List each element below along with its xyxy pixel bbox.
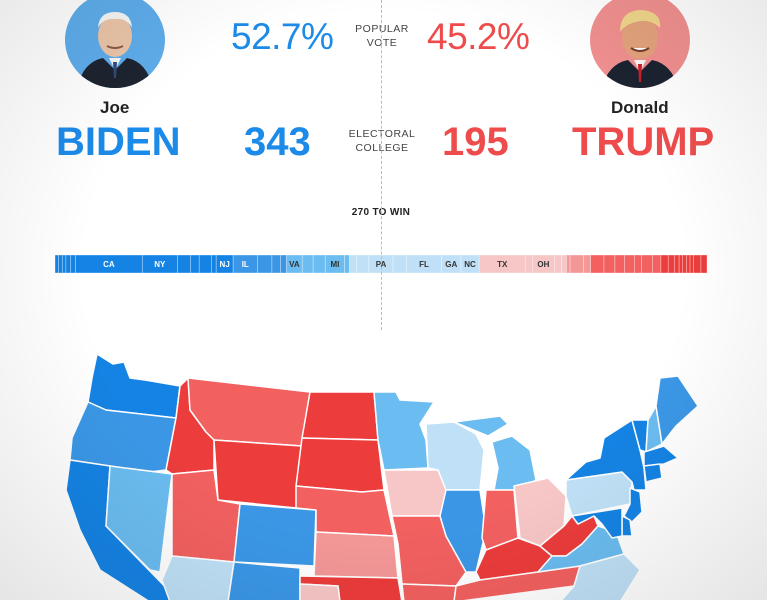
ev-label-tx: TX <box>497 260 508 269</box>
state-ME[interactable] <box>655 375 699 445</box>
ev-segment[interactable] <box>686 255 691 273</box>
ev-segment[interactable] <box>652 255 662 273</box>
ev-segment[interactable] <box>624 255 635 273</box>
ev-label-nj: NJ <box>220 260 230 269</box>
ev-segment[interactable] <box>190 255 200 273</box>
trump-electoral-votes: 195 <box>442 120 509 164</box>
state-CT[interactable] <box>643 463 663 483</box>
ev-segment[interactable] <box>58 255 63 273</box>
ev-segment[interactable] <box>349 255 358 273</box>
ev-label-fl: FL <box>419 260 429 269</box>
ev-label-ga: GA <box>445 260 457 269</box>
state-NY[interactable] <box>565 419 647 491</box>
ev-segment[interactable] <box>271 255 281 273</box>
biden-popular-vote: 52.7% <box>231 16 334 57</box>
ev-segment[interactable] <box>633 255 642 273</box>
ev-segment[interactable] <box>641 255 653 273</box>
ev-segment[interactable] <box>312 255 326 273</box>
ev-segment[interactable] <box>700 255 707 273</box>
popular-vote-label: POPULAR VOTE <box>355 23 409 49</box>
state-OR[interactable] <box>69 401 177 473</box>
state-MA[interactable] <box>643 445 679 467</box>
ev-segment[interactable] <box>301 255 314 273</box>
ev-segment[interactable] <box>614 255 625 273</box>
ev-segment[interactable] <box>55 255 59 273</box>
ev-label-oh: OH <box>537 260 549 269</box>
ev-segment[interactable] <box>693 255 702 273</box>
ev-segment[interactable] <box>392 255 407 273</box>
biden-first-name: Joe <box>100 98 130 117</box>
state-WY[interactable] <box>213 439 303 509</box>
ev-label-il: IL <box>242 260 249 269</box>
ev-segment[interactable] <box>177 255 192 273</box>
ev-label-mi: MI <box>331 260 340 269</box>
ev-segment[interactable] <box>61 255 67 273</box>
electoral-college-label: ELECTORAL COLLEGE <box>348 128 416 154</box>
ev-segment[interactable] <box>678 255 684 273</box>
to-win-label: 270 TO WIN <box>351 207 411 218</box>
ev-segment[interactable] <box>689 255 694 273</box>
us-map <box>0 340 767 603</box>
ev-segment[interactable] <box>280 255 287 273</box>
state-IL[interactable] <box>439 489 487 573</box>
state-CO[interactable] <box>233 503 317 567</box>
state-TX[interactable] <box>299 583 341 603</box>
state-MD[interactable] <box>571 507 623 539</box>
ev-segment[interactable] <box>673 255 680 273</box>
ev-segment[interactable] <box>356 255 370 273</box>
state-NJ[interactable] <box>623 487 643 523</box>
ev-segment[interactable] <box>257 255 273 273</box>
state-AZ[interactable] <box>161 555 235 603</box>
state-NV[interactable] <box>105 465 173 573</box>
trump-first-name: Donald <box>611 98 669 117</box>
state-AR[interactable] <box>401 583 457 603</box>
ev-segment[interactable] <box>569 255 584 273</box>
trump-portrait <box>590 0 690 88</box>
ev-segment[interactable] <box>65 255 72 273</box>
trump-popular-vote: 45.2% <box>427 16 530 57</box>
ev-segment[interactable] <box>70 255 76 273</box>
ev-segment[interactable] <box>524 255 533 273</box>
ev-segment[interactable] <box>603 255 616 273</box>
state-SD[interactable] <box>295 437 385 493</box>
biden-electoral-votes: 343 <box>244 120 311 164</box>
ev-label-va: VA <box>289 260 300 269</box>
ev-segment[interactable] <box>590 255 605 273</box>
trump-last-name: TRUMP <box>572 120 715 164</box>
ev-label-ny: NY <box>154 260 166 269</box>
ev-segment[interactable] <box>211 255 217 273</box>
halfway-divider <box>381 0 382 330</box>
ev-segment[interactable] <box>667 255 675 273</box>
ev-segment[interactable] <box>198 255 212 273</box>
state-ND[interactable] <box>301 391 379 441</box>
ev-segment[interactable] <box>553 255 562 273</box>
state-MN[interactable] <box>373 391 435 471</box>
biden-last-name: BIDEN <box>56 120 181 164</box>
ev-segment[interactable] <box>682 255 687 273</box>
electoral-vote-bar: CA NY NJ IL VA MI PA FL GA NC TX OH <box>55 255 707 273</box>
state-IA[interactable] <box>383 469 449 517</box>
ev-segment[interactable] <box>566 255 571 273</box>
ev-label-nc: NC <box>464 260 476 269</box>
biden-portrait <box>65 0 165 88</box>
ev-label-ca: CA <box>103 260 115 269</box>
ev-segment[interactable] <box>583 255 591 273</box>
ev-segment[interactable] <box>660 255 669 273</box>
ev-segment[interactable] <box>561 255 567 273</box>
ev-segment[interactable] <box>344 255 350 273</box>
state-NM[interactable] <box>227 561 301 603</box>
state-KS[interactable] <box>313 531 399 579</box>
